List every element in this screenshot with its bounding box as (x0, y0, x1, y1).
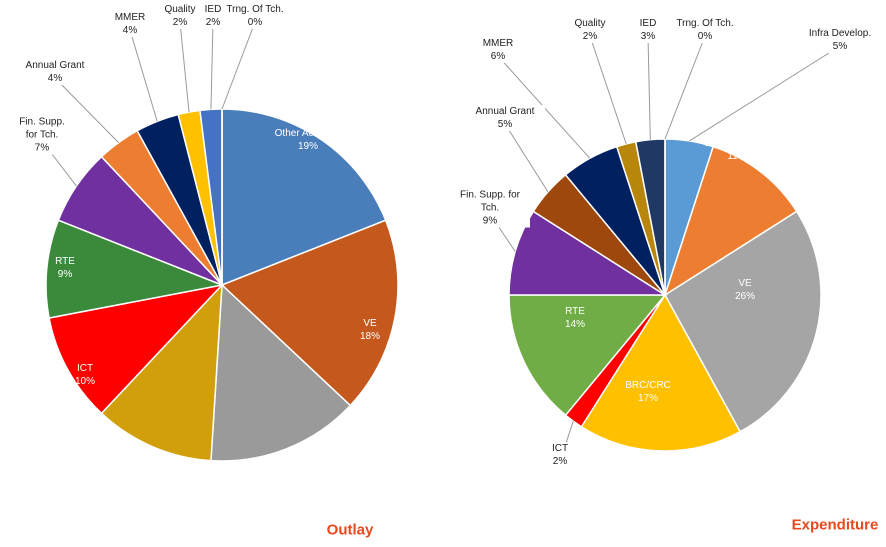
category-label: Infra Develop. (808, 28, 872, 39)
value-label: 2% (552, 456, 568, 467)
category-label: Quality (574, 18, 606, 29)
category-label: Annual Grant (25, 60, 85, 71)
value-label: 9% (482, 215, 498, 227)
slice-label: MMER 4% (110, 11, 150, 37)
chart-title: Outlay (327, 522, 374, 539)
category-label: Infra Develop. (235, 459, 275, 484)
category-label: VE (738, 278, 752, 289)
slice-label: Annual Grant 4% (25, 59, 85, 85)
leader-line (504, 123, 549, 193)
value-label: 19% (297, 141, 318, 152)
slice-label: RTE 9% (45, 255, 85, 281)
category-label: IED (204, 4, 222, 15)
value-label: 2% (582, 31, 598, 42)
value-label: 4% (122, 25, 138, 36)
slice-label: Other Activities 11% (702, 137, 772, 163)
pie-slice (45, 219, 225, 319)
value-label: 17% (637, 393, 658, 404)
slice-label: Infra Develop. 14% (230, 459, 280, 498)
value-label: 9% (57, 269, 73, 280)
leader-line (647, 35, 651, 140)
pie-slice (664, 210, 822, 433)
value-label: 10% (74, 376, 95, 387)
category-label: VE (363, 318, 377, 329)
category-label: BRC/CRC (625, 380, 671, 391)
slice-label: Fin. Supp. for Tch. 9% (450, 188, 530, 228)
category-label: Other Activities (703, 138, 771, 149)
slice-label: ICT 10% (65, 362, 105, 388)
value-label: 5% (497, 119, 513, 130)
category-label: RTE (55, 256, 75, 267)
value-label: 26% (734, 291, 755, 302)
category-label: Annual Grant (475, 106, 535, 117)
slice-label: Fin. Supp. for Tch. 7% (12, 115, 72, 155)
pie-slice (100, 282, 223, 462)
value-label: 14% (564, 319, 585, 330)
slice-label: Other Activities 19% (273, 127, 343, 153)
value-label: 14% (244, 485, 265, 497)
category-label: IED (639, 18, 657, 29)
leader-line (664, 35, 706, 140)
pie-slice (220, 219, 399, 407)
value-label: 5% (832, 41, 848, 52)
leader-line (54, 77, 119, 143)
leader-line (179, 21, 190, 113)
category-label: Other Activities (274, 128, 342, 139)
category-label: Quality (164, 4, 196, 15)
value-label: 18% (359, 331, 380, 342)
slice-label: Annual Grant 5% (465, 105, 545, 131)
value-label: 11% (727, 151, 747, 162)
leader-line (689, 45, 841, 142)
category-label: ICT (76, 363, 94, 374)
value-label: 0% (247, 17, 263, 28)
slice-label: VE 18% (350, 317, 390, 343)
slice-label: IED 3% (633, 17, 663, 43)
value-label: 0% (697, 31, 713, 42)
pie-slice (508, 294, 667, 417)
chart-title: Expenditure (792, 517, 879, 534)
slice-label: RTE 14% (555, 305, 595, 331)
leader-line (589, 35, 627, 145)
pie-slice (663, 145, 798, 297)
value-label: 3% (640, 31, 656, 42)
slice-label: ICT 2% (545, 442, 575, 468)
category-label: RTE (565, 306, 585, 317)
chart-title-text: Outlay (326, 521, 374, 539)
slice-label: MMER 6% (473, 37, 523, 63)
value-label: 2% (172, 17, 188, 28)
category-label: MMER (114, 12, 146, 23)
pie-slice (221, 108, 387, 287)
category-label: Trng. Of Tch. (226, 4, 284, 15)
slice-label: Quality 2% (565, 17, 615, 43)
value-label: 2% (205, 17, 221, 28)
category-label: ICT (551, 443, 569, 454)
pie-slice (210, 283, 352, 462)
category-label: Fin. Supp. for Tch. (19, 116, 65, 141)
leader-line (129, 29, 158, 122)
leader-line (221, 21, 256, 110)
chart-title-text: Expenditure (791, 516, 879, 534)
value-label: 6% (490, 51, 506, 62)
slice-label: BRC/CRC 11% (133, 457, 183, 483)
pie-slice (48, 283, 225, 415)
pie-slice (580, 293, 742, 452)
category-label: MMER (482, 38, 514, 49)
value-label: 4% (47, 73, 63, 84)
leader-line (210, 21, 214, 110)
value-label: 7% (34, 142, 50, 154)
slice-label: IED 2% (198, 3, 228, 29)
slice-label: VE 26% (725, 277, 765, 303)
category-label: BRC/CRC (135, 458, 181, 469)
slice-label: Infra Develop. 5% (805, 27, 875, 53)
slice-label: Trng. Of Tch. 0% (225, 3, 285, 29)
slice-label: Quality 2% (160, 3, 200, 29)
category-label: Fin. Supp. for Tch. (459, 189, 521, 214)
slice-label: BRC/CRC 17% (618, 379, 678, 405)
pie-slice (508, 210, 668, 296)
slice-label: Trng. Of Tch. 0% (675, 17, 735, 43)
category-label: Trng. Of Tch. (676, 18, 734, 29)
value-label: 11% (148, 471, 168, 482)
